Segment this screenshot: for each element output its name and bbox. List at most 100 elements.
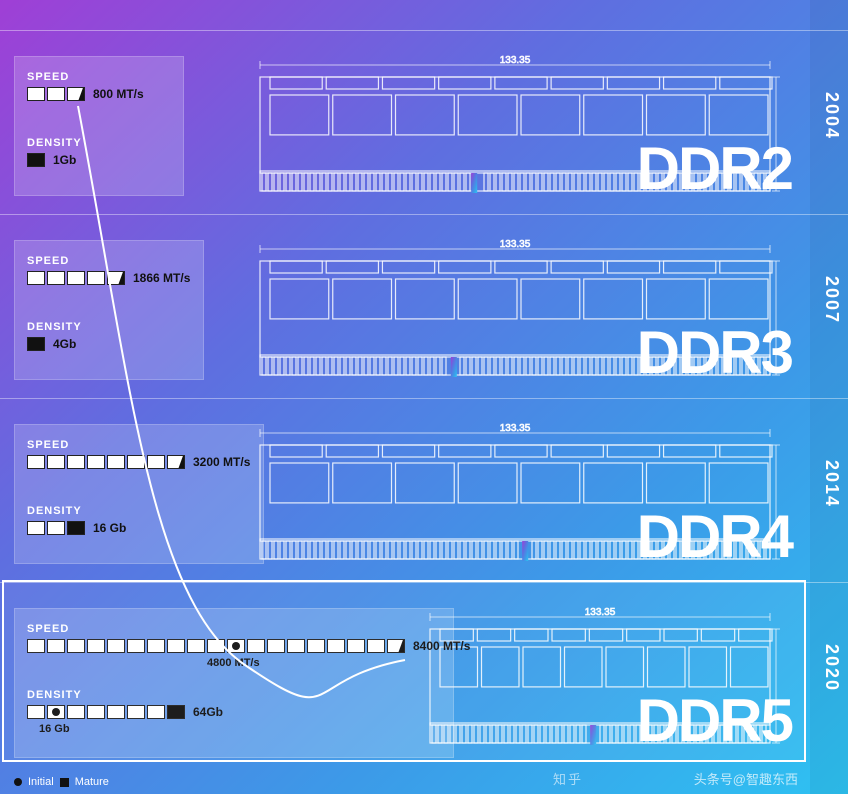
speed-boxes	[27, 455, 185, 469]
stat-box	[47, 521, 65, 535]
legend: Initial Mature	[14, 776, 109, 788]
stat-box	[347, 639, 365, 653]
stat-box	[267, 639, 285, 653]
row-separator	[0, 30, 848, 31]
density-title: DENSITY	[27, 689, 82, 701]
stat-box	[127, 705, 145, 719]
speed-boxes	[27, 87, 85, 101]
year-label: 2004	[821, 92, 842, 140]
stat-box	[107, 705, 125, 719]
stat-box	[167, 705, 185, 719]
stat-box	[47, 639, 65, 653]
year-label: 2020	[821, 644, 842, 692]
row-separator	[0, 398, 848, 399]
legend-mature-label: Mature	[75, 776, 109, 788]
stat-box	[27, 521, 45, 535]
density-title: DENSITY	[27, 321, 82, 333]
density-title: DENSITY	[27, 505, 82, 517]
stat-box	[27, 455, 45, 469]
stat-box	[67, 639, 85, 653]
speed-initial-value: 4800 MT/s	[207, 657, 260, 669]
stat-box	[167, 639, 185, 653]
stat-box	[47, 455, 65, 469]
stats-panel: SPEED8400 MT/s4800 MT/sDENSITY64Gb16 Gb	[14, 608, 454, 758]
density-value: 4Gb	[53, 337, 76, 351]
svg-text:133.35: 133.35	[585, 607, 616, 618]
stat-box	[367, 639, 385, 653]
density-boxes	[27, 705, 185, 719]
stat-box	[327, 639, 345, 653]
stat-box	[27, 705, 45, 719]
watermark-zhihu: 知乎	[553, 769, 583, 788]
legend-mature-icon	[60, 778, 69, 787]
speed-title: SPEED	[27, 439, 69, 451]
year-label: 2007	[821, 276, 842, 324]
stat-box	[67, 87, 85, 101]
density-value: 1Gb	[53, 153, 76, 167]
stats-panel: SPEED 800 MT/s DENSITY 1Gb	[14, 56, 184, 196]
stat-box	[167, 455, 185, 469]
speed-value: 1866 MT/s	[133, 271, 190, 285]
row-separator	[0, 582, 848, 583]
speed-value: 800 MT/s	[93, 87, 144, 101]
stats-panel: SPEED 1866 MT/s DENSITY 4Gb	[14, 240, 204, 380]
stat-box	[67, 271, 85, 285]
infographic-root: 2004DDR2 133.35 30.00 SPEED800 MT/sDENSI…	[0, 0, 848, 794]
density-initial-value: 16 Gb	[39, 723, 70, 735]
stat-box	[27, 271, 45, 285]
memory-module-icon: 133.35 31.25	[250, 423, 780, 573]
stat-box	[27, 87, 45, 101]
svg-text:133.35: 133.35	[500, 239, 531, 250]
memory-module-icon: 133.35 30.00	[250, 55, 780, 205]
speed-value: 3200 MT/s	[193, 455, 250, 469]
speed-title: SPEED	[27, 255, 69, 267]
stat-box	[127, 639, 145, 653]
density-value: 64Gb	[193, 705, 223, 719]
memory-module-icon: 133.35 30.00	[250, 239, 780, 389]
density-title: DENSITY	[27, 137, 82, 149]
legend-initial-icon	[14, 778, 22, 786]
stat-box	[27, 153, 45, 167]
stat-box	[147, 455, 165, 469]
stat-box	[107, 271, 125, 285]
speed-value: 8400 MT/s	[413, 639, 470, 653]
stat-box	[107, 639, 125, 653]
density-boxes	[27, 337, 45, 351]
stat-box	[227, 639, 245, 653]
stat-box	[67, 455, 85, 469]
stat-box	[27, 337, 45, 351]
stat-box	[107, 455, 125, 469]
stat-box	[207, 639, 225, 653]
stat-box	[47, 271, 65, 285]
stat-box	[147, 639, 165, 653]
stat-box	[387, 639, 405, 653]
stat-box	[307, 639, 325, 653]
stat-box	[67, 521, 85, 535]
stat-box	[47, 87, 65, 101]
memory-module-icon: 133.35 31.25	[420, 607, 780, 757]
stat-box	[27, 639, 45, 653]
speed-title: SPEED	[27, 623, 69, 635]
density-boxes	[27, 521, 85, 535]
stats-panel: SPEED 3200 MT/s DENSITY 16 Gb	[14, 424, 264, 564]
year-label: 2014	[821, 460, 842, 508]
svg-text:133.35: 133.35	[500, 423, 531, 434]
stat-box	[87, 271, 105, 285]
speed-boxes	[27, 639, 405, 653]
speed-boxes	[27, 271, 125, 285]
speed-title: SPEED	[27, 71, 69, 83]
stat-box	[127, 455, 145, 469]
density-boxes	[27, 153, 45, 167]
legend-initial-label: Initial	[28, 776, 54, 788]
stat-box	[47, 705, 65, 719]
stat-box	[147, 705, 165, 719]
density-value: 16 Gb	[93, 521, 126, 535]
stat-box	[87, 455, 105, 469]
stat-box	[287, 639, 305, 653]
stat-box	[87, 705, 105, 719]
row-separator	[0, 214, 848, 215]
stat-box	[187, 639, 205, 653]
stat-box	[87, 639, 105, 653]
stat-box	[247, 639, 265, 653]
stat-box	[67, 705, 85, 719]
